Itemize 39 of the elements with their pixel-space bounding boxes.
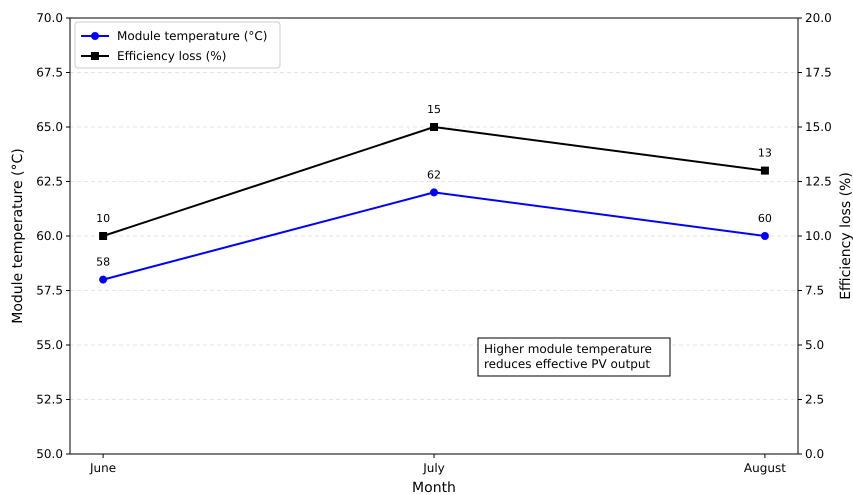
data-label: 62 bbox=[427, 168, 441, 182]
y2-tick-label: 12.5 bbox=[805, 174, 832, 188]
y2-tick-label: 0.0 bbox=[805, 447, 824, 461]
x-tick-label: August bbox=[744, 461, 786, 475]
data-label: 15 bbox=[427, 103, 441, 116]
y-tick-label: 52.5 bbox=[36, 392, 63, 406]
y2-tick-label: 7.5 bbox=[805, 284, 824, 298]
point bbox=[760, 232, 769, 240]
x-tick-label: June bbox=[89, 461, 116, 475]
data-label: 13 bbox=[758, 146, 772, 160]
y-tick-label: 60.0 bbox=[36, 229, 63, 243]
y-tick-label: 70.0 bbox=[36, 11, 63, 25]
y-axis-title: Module temperature (°C) bbox=[10, 148, 26, 324]
point bbox=[99, 232, 108, 240]
legend-label: Efficiency loss (%) bbox=[117, 49, 226, 63]
point bbox=[430, 123, 438, 131]
point bbox=[99, 276, 108, 284]
y2-tick-label: 5.0 bbox=[805, 338, 824, 352]
point bbox=[760, 166, 769, 175]
y-tick-label: 57.5 bbox=[36, 284, 63, 298]
y-tick-label: 50.0 bbox=[36, 447, 63, 461]
y2-tick-label: 2.5 bbox=[805, 392, 824, 406]
y2-tick-label: 17.5 bbox=[805, 66, 832, 80]
annotation: Higher module temperature reduces effective PV output bbox=[484, 342, 652, 371]
y-tick-label: 55.0 bbox=[36, 338, 63, 352]
y2-tick-label: 10.0 bbox=[805, 229, 832, 243]
data-label: 58 bbox=[96, 256, 110, 269]
x-tick-label: July bbox=[422, 461, 445, 475]
y2-tick-label: 20.0 bbox=[805, 11, 832, 25]
y2-axis-title: Efficiency loss (%) bbox=[838, 172, 853, 300]
legend-label: Module temperature (°C) bbox=[117, 29, 268, 43]
y-tick-label: 67.5 bbox=[36, 66, 63, 80]
data-label: 60 bbox=[758, 212, 772, 225]
data-label: 10 bbox=[96, 212, 110, 225]
y-tick-label: 62.5 bbox=[36, 174, 63, 188]
x-axis-title: Month bbox=[412, 480, 456, 495]
y-tick-label: 65.0 bbox=[36, 120, 63, 134]
point bbox=[430, 188, 438, 196]
y2-tick-label: 15.0 bbox=[805, 120, 832, 134]
